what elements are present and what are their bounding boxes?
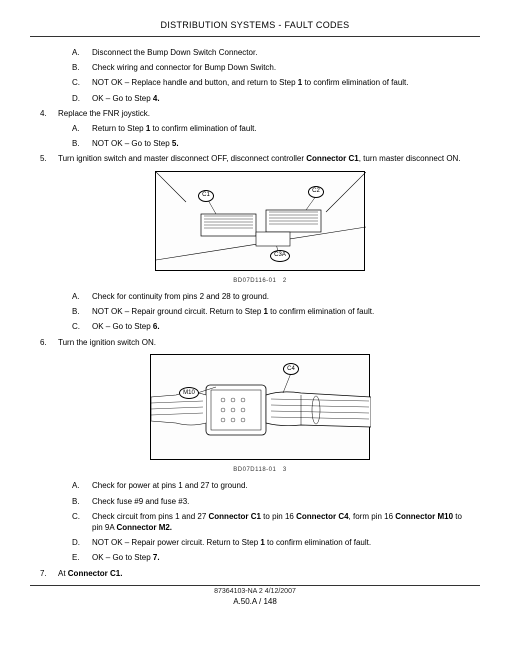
marker-a: A. (72, 480, 92, 491)
footer-doc: 87364103-NA 2 4/12/2007 (30, 588, 480, 595)
figure-1-svg (156, 172, 366, 272)
step-3d: OK – Go to Step 4. (92, 93, 480, 104)
step-4: Replace the FNR joystick. (58, 108, 480, 119)
fig1-label-c1: C1 (198, 190, 214, 202)
marker-4: 4. (40, 108, 58, 119)
fig1-label-c3a: C3A (270, 250, 290, 262)
step-6c: Check circuit from pins 1 and 27 Connect… (92, 511, 480, 533)
step-4b: NOT OK – Go to Step 5. (92, 138, 480, 149)
marker-b: B. (72, 62, 92, 73)
top-rule (30, 36, 480, 37)
step-3c: NOT OK – Replace handle and button, and … (92, 77, 480, 88)
marker-5: 5. (40, 153, 58, 164)
marker-c: C. (72, 77, 92, 88)
step-4a: Return to Step 1 to confirm elimination … (92, 123, 480, 134)
marker-b: B. (72, 138, 92, 149)
marker-a: A. (72, 47, 92, 58)
footer-rule (30, 585, 480, 586)
marker-a: A. (72, 123, 92, 134)
content-body: A.Disconnect the Bump Down Switch Connec… (40, 47, 480, 579)
step-5c: OK – Go to Step 6. (92, 321, 480, 332)
step-3a: Disconnect the Bump Down Switch Connecto… (92, 47, 480, 58)
marker-7: 7. (40, 568, 58, 579)
figure-2-caption: BD07D118-01 3 (40, 466, 480, 474)
step-3b: Check wiring and connector for Bump Down… (92, 62, 480, 73)
marker-d: D. (72, 537, 92, 548)
marker-d: D. (72, 93, 92, 104)
fig2-label-m10: M10 (179, 387, 199, 399)
step-5a: Check for continuity from pins 2 and 28 … (92, 291, 480, 302)
step-6d: NOT OK – Repair power circuit. Return to… (92, 537, 480, 548)
footer-page: A.50.A / 148 (30, 597, 480, 606)
marker-b: B. (72, 306, 92, 317)
page-header: DISTRIBUTION SYSTEMS - FAULT CODES (30, 20, 480, 30)
figure-1: C1 C2 C3A (155, 171, 365, 271)
marker-a: A. (72, 291, 92, 302)
fig2-label-c4: C4 (283, 363, 299, 375)
step-7: At Connector C1. (58, 568, 480, 579)
figure-2: M10 C4 (150, 354, 370, 460)
step-5b: NOT OK – Repair ground circuit. Return t… (92, 306, 480, 317)
figure-2-svg (151, 355, 371, 461)
step-5: Turn ignition switch and master disconne… (58, 153, 480, 164)
step-6b: Check fuse #9 and fuse #3. (92, 496, 480, 507)
marker-6: 6. (40, 337, 58, 348)
fig1-label-c2: C2 (308, 186, 324, 198)
step-6e: OK – Go to Step 7. (92, 552, 480, 563)
figure-1-caption: BD07D116-01 2 (40, 277, 480, 285)
step-6a: Check for power at pins 1 and 27 to grou… (92, 480, 480, 491)
marker-c: C. (72, 321, 92, 332)
marker-c: C. (72, 511, 92, 533)
step-6: Turn the ignition switch ON. (58, 337, 480, 348)
marker-b: B. (72, 496, 92, 507)
marker-e: E. (72, 552, 92, 563)
